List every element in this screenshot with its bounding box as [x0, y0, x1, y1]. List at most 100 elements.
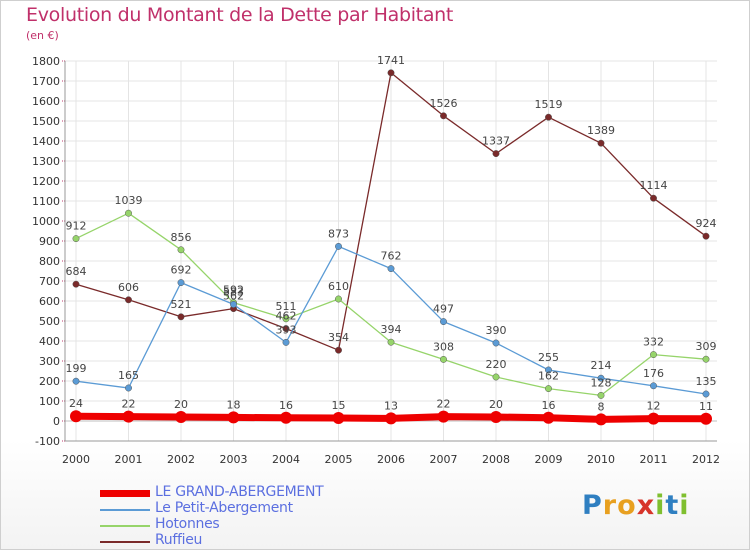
data-point	[282, 325, 290, 333]
data-point	[597, 139, 605, 147]
data-label: 606	[118, 281, 139, 294]
y-tick-label: 400	[39, 335, 60, 348]
x-tick-label: 2004	[272, 453, 300, 466]
legend-label: Le Petit-Abergement	[155, 500, 293, 516]
data-point	[545, 385, 552, 393]
data-point	[125, 384, 132, 392]
logo-letter: i	[679, 490, 690, 521]
data-label: 684	[66, 265, 87, 278]
data-point	[440, 355, 447, 363]
data-point	[650, 194, 657, 202]
data-label: 135	[696, 375, 717, 388]
x-tick-label: 2011	[640, 453, 668, 466]
data-point	[282, 315, 290, 323]
legend-swatch	[100, 541, 150, 543]
data-label: 511	[276, 300, 297, 313]
y-tick-label: 300	[39, 355, 60, 368]
data-label: 214	[591, 359, 612, 372]
x-tick-label: 2007	[430, 453, 458, 466]
y-tick-label: 1500	[32, 115, 60, 128]
data-point	[335, 242, 342, 250]
data-label: 20	[174, 398, 188, 411]
data-point	[545, 113, 552, 121]
x-tick-label: 2010	[587, 453, 615, 466]
chart-title: Evolution du Montant de la Dette par Hab…	[26, 4, 454, 26]
logo-letter: o	[617, 490, 637, 521]
data-point	[230, 300, 237, 308]
data-point	[702, 232, 710, 240]
x-tick-label: 2009	[535, 453, 563, 466]
y-tick-label: 700	[39, 275, 60, 288]
data-label: 462	[276, 310, 297, 323]
data-point	[492, 339, 500, 347]
data-point	[280, 411, 292, 424]
data-label: 22	[122, 398, 136, 411]
x-tick-label: 2003	[220, 453, 248, 466]
legend-label: Ruffieu	[155, 532, 203, 548]
data-label: 497	[433, 303, 454, 316]
logo-letter: t	[665, 490, 680, 521]
data-label: 18	[227, 398, 241, 411]
data-label: 16	[279, 399, 293, 412]
y-tick-label: 1800	[32, 55, 60, 68]
data-label: 390	[486, 324, 507, 337]
logo-letter: P	[582, 490, 603, 521]
data-label: 220	[486, 358, 507, 371]
data-point	[440, 318, 447, 326]
logo-letter: i	[655, 490, 666, 521]
data-label: 354	[328, 331, 349, 344]
proxiti-logo: Proxiti	[582, 490, 690, 521]
data-point	[385, 412, 397, 425]
legend-swatch	[100, 525, 150, 527]
data-point	[387, 265, 395, 273]
data-point	[72, 280, 80, 288]
data-label: 308	[433, 340, 454, 353]
data-label: 255	[538, 351, 559, 364]
data-point	[335, 295, 342, 303]
data-point	[702, 355, 710, 363]
data-point	[542, 411, 555, 424]
legend-swatch	[100, 509, 150, 511]
data-label: 562	[223, 290, 244, 303]
data-point	[72, 235, 80, 243]
data-point	[490, 411, 502, 423]
data-label: 13	[384, 399, 398, 412]
data-point	[492, 150, 500, 158]
data-point	[70, 410, 82, 423]
data-point	[72, 377, 80, 385]
data-label: 176	[643, 367, 664, 380]
legend-label: Hotonnes	[155, 516, 220, 532]
data-label: 1526	[430, 97, 458, 110]
data-label: 22	[437, 398, 451, 411]
data-label: 11	[699, 400, 713, 413]
x-tick-label: 2001	[115, 453, 143, 466]
y-tick-label: 1000	[32, 215, 60, 228]
data-label: 128	[591, 376, 612, 389]
data-label: 762	[381, 250, 402, 263]
data-point	[440, 112, 447, 120]
data-label: 692	[171, 264, 192, 277]
data-label: 592	[223, 284, 244, 297]
data-point	[597, 374, 605, 382]
data-label: 912	[66, 220, 87, 233]
x-tick-label: 2012	[692, 453, 720, 466]
data-label: 924	[696, 217, 717, 230]
data-point	[125, 296, 132, 304]
data-point	[387, 338, 395, 346]
data-label: 393	[276, 323, 297, 336]
data-label: 394	[381, 323, 402, 336]
data-point	[437, 410, 450, 423]
logo-letter: x	[636, 490, 656, 521]
y-tick-label: 800	[39, 255, 60, 268]
data-point	[595, 413, 607, 426]
legend-swatch	[100, 490, 150, 497]
y-tick-label: 1700	[32, 75, 60, 88]
y-tick-label: 1400	[32, 135, 60, 148]
chart-subtitle: (en €)	[26, 29, 59, 42]
data-point	[702, 390, 710, 398]
data-point	[700, 412, 712, 425]
x-tick-label: 2002	[167, 453, 195, 466]
data-label: 8	[598, 400, 605, 413]
